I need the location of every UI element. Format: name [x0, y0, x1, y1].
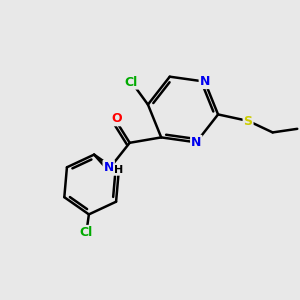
Text: Cl: Cl [80, 226, 93, 239]
Text: S: S [244, 115, 253, 128]
Text: N: N [191, 136, 201, 149]
Text: O: O [111, 112, 122, 125]
Text: N: N [200, 75, 210, 88]
Text: Cl: Cl [125, 76, 138, 88]
Text: H: H [114, 165, 123, 175]
Text: N: N [103, 161, 114, 174]
